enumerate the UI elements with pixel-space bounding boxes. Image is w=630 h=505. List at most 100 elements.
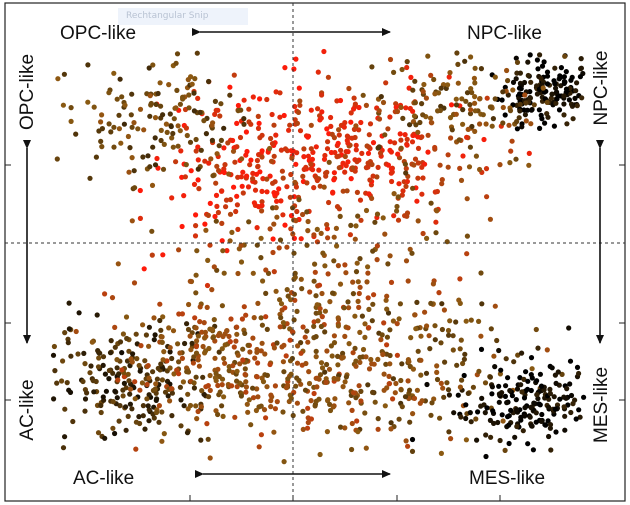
data-point [221,169,227,176]
data-point [294,400,300,406]
data-point [528,355,535,361]
data-point [424,235,430,241]
data-point [576,407,582,413]
data-point [424,381,430,388]
data-point [363,354,369,360]
data-point [271,429,277,435]
data-point [93,378,99,385]
data-point [402,394,409,400]
data-point [544,99,550,105]
data-point [116,418,122,424]
label-top-left: OPC-like [60,23,136,44]
data-point [259,199,265,205]
data-point [237,134,244,141]
data-point [87,175,93,181]
data-point [399,361,405,367]
data-point [220,413,226,419]
data-point [250,94,256,100]
data-point [316,396,322,402]
data-point [182,174,188,180]
data-point [246,119,252,125]
data-point [396,416,402,422]
data-point [147,93,153,99]
data-point [458,337,464,343]
data-point [290,231,296,237]
data-point [382,132,388,138]
data-point [547,422,554,428]
data-point [185,406,191,412]
data-point [384,334,390,340]
data-point [342,169,348,175]
data-point [405,378,411,384]
data-point [195,144,201,150]
data-point [196,186,202,192]
data-point [353,358,359,364]
data-point [405,278,411,284]
data-point [126,378,132,384]
data-point [322,152,328,159]
data-point [326,366,333,372]
data-point [513,397,519,403]
data-point [370,173,376,179]
data-point [317,451,323,458]
data-point [423,370,430,376]
data-point [500,89,506,95]
data-point [329,131,335,137]
data-point [129,218,135,224]
data-point [305,134,311,140]
data-point [154,376,160,382]
data-point [467,111,474,117]
data-point [412,156,419,162]
data-point [484,405,490,411]
data-point [274,399,280,405]
data-point [151,315,157,321]
data-point [519,389,525,395]
data-point [457,165,463,171]
data-point [567,381,573,387]
data-point [556,107,563,113]
label-bottom-right: MES-like [469,468,545,489]
data-point [148,100,154,107]
data-point [296,197,302,203]
data-point [453,111,459,117]
data-point [278,301,285,307]
data-point [111,124,117,130]
data-point [304,209,310,215]
data-point [352,345,358,351]
data-point [152,115,159,121]
data-point [218,137,224,143]
data-point [311,232,317,238]
data-point [278,147,284,153]
data-point [288,371,294,377]
data-point [152,332,158,338]
data-point [506,440,512,447]
data-point [355,298,361,304]
data-point [420,89,426,95]
data-point [98,119,104,125]
data-point [173,159,179,165]
data-point [213,218,219,224]
data-point [203,384,209,390]
data-point [390,376,396,382]
data-point [197,109,203,115]
data-point [132,379,138,385]
data-point [513,156,519,162]
data-point [202,158,208,164]
data-point [456,297,462,303]
data-point [473,153,479,159]
data-point [356,290,362,297]
data-point [353,269,360,275]
data-point [533,326,539,333]
data-point [365,164,371,170]
data-point [219,403,225,409]
data-point [51,396,57,402]
data-point [349,446,355,453]
data-point [568,392,575,399]
data-point [515,352,521,358]
data-point [403,165,409,172]
data-point [403,105,409,111]
data-point [388,166,394,172]
data-point [410,366,416,372]
data-point [539,411,545,418]
data-point [362,334,368,340]
